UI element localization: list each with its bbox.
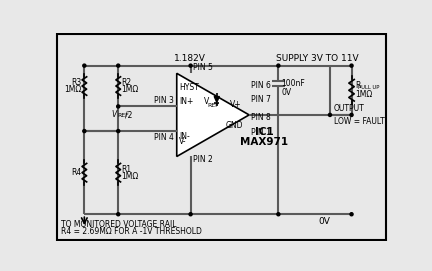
Circle shape bbox=[117, 213, 120, 216]
Text: /2: /2 bbox=[125, 110, 133, 119]
Text: 0V: 0V bbox=[282, 88, 292, 97]
Text: V-: V- bbox=[179, 137, 187, 146]
Text: PIN 1: PIN 1 bbox=[251, 128, 271, 137]
Text: 1MΩ: 1MΩ bbox=[121, 172, 139, 181]
Polygon shape bbox=[214, 96, 219, 103]
Text: 1MΩ: 1MΩ bbox=[356, 91, 373, 99]
Text: HYST: HYST bbox=[179, 83, 199, 92]
Text: R2: R2 bbox=[121, 79, 131, 88]
Text: 1MΩ: 1MΩ bbox=[121, 85, 139, 94]
Text: V+: V+ bbox=[230, 100, 241, 109]
Text: PIN 8: PIN 8 bbox=[251, 113, 271, 122]
Text: R3: R3 bbox=[71, 79, 81, 88]
Circle shape bbox=[350, 64, 353, 67]
Text: LOW = FAULT: LOW = FAULT bbox=[334, 117, 384, 126]
Text: REF: REF bbox=[207, 103, 219, 108]
Text: PIN 6: PIN 6 bbox=[251, 81, 271, 90]
Text: PIN 3: PIN 3 bbox=[154, 96, 174, 105]
Circle shape bbox=[117, 64, 120, 67]
Polygon shape bbox=[177, 73, 249, 156]
Text: 1.182V: 1.182V bbox=[174, 54, 206, 63]
Circle shape bbox=[83, 64, 86, 67]
Circle shape bbox=[117, 130, 120, 133]
Text: IN-: IN- bbox=[179, 132, 190, 141]
Circle shape bbox=[189, 213, 192, 216]
Text: PIN 5: PIN 5 bbox=[193, 63, 213, 72]
Circle shape bbox=[277, 64, 280, 67]
Circle shape bbox=[189, 64, 192, 67]
Text: 1MΩ: 1MΩ bbox=[64, 85, 81, 94]
Circle shape bbox=[83, 130, 86, 133]
Text: R4 = 2.69MΩ FOR A -1V THRESHOLD: R4 = 2.69MΩ FOR A -1V THRESHOLD bbox=[61, 227, 202, 237]
Text: PIN 4: PIN 4 bbox=[154, 133, 174, 142]
Text: MAX971: MAX971 bbox=[241, 137, 289, 147]
Text: PIN 2: PIN 2 bbox=[193, 155, 213, 164]
Text: IC1: IC1 bbox=[255, 127, 274, 137]
Text: 0V: 0V bbox=[319, 217, 330, 225]
Text: REF: REF bbox=[118, 112, 129, 118]
Text: PULL UP: PULL UP bbox=[358, 85, 379, 91]
Text: IN+: IN+ bbox=[179, 97, 194, 106]
Text: GND: GND bbox=[226, 121, 244, 130]
Text: V: V bbox=[111, 110, 117, 119]
Text: R1: R1 bbox=[121, 165, 131, 174]
Text: 100nF: 100nF bbox=[282, 79, 305, 88]
Text: OUTPUT: OUTPUT bbox=[334, 104, 365, 112]
Text: SUPPLY 3V TO 11V: SUPPLY 3V TO 11V bbox=[276, 54, 358, 63]
Circle shape bbox=[117, 105, 120, 108]
Circle shape bbox=[277, 213, 280, 216]
Text: V: V bbox=[204, 97, 209, 106]
Text: R4: R4 bbox=[71, 168, 81, 177]
Text: PIN 7: PIN 7 bbox=[251, 95, 271, 104]
Circle shape bbox=[350, 213, 353, 216]
Text: TO MONITORED VOLTAGE RAIL: TO MONITORED VOLTAGE RAIL bbox=[61, 220, 177, 229]
Circle shape bbox=[328, 113, 331, 117]
Text: R: R bbox=[356, 81, 361, 90]
Circle shape bbox=[350, 113, 353, 117]
